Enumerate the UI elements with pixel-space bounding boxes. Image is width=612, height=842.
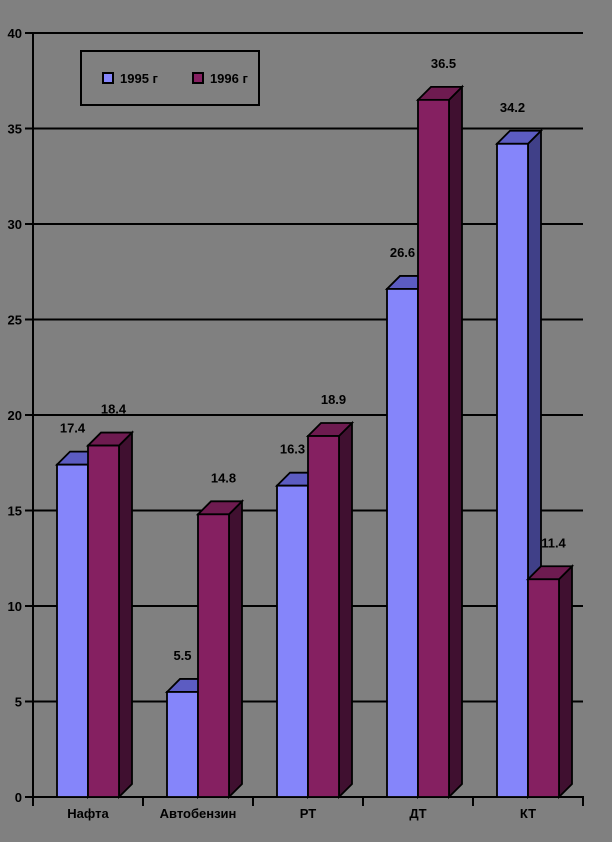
ytick-label: 10 (8, 599, 22, 614)
bar-side-face[interactable] (338, 420, 353, 800)
legend-item-1995[interactable]: 1995 г (102, 71, 158, 86)
bar-1996-Нафта[interactable] (85, 430, 135, 800)
bar-front-face[interactable] (166, 691, 199, 798)
legend-swatch-1995-icon (102, 72, 114, 84)
value-label: 14.8 (211, 470, 236, 485)
value-label: 34.2 (500, 100, 525, 115)
bar-front-face[interactable] (386, 288, 419, 798)
bar-side-face[interactable] (228, 499, 243, 800)
ytick-label: 20 (8, 408, 22, 423)
ytick-label: 25 (8, 313, 22, 328)
bar-side-face[interactable] (448, 84, 463, 800)
bar-side-face[interactable] (118, 430, 133, 800)
legend-swatch-1996-icon (191, 72, 204, 84)
bar-1996-РТ[interactable] (305, 420, 355, 800)
legend-item-1996[interactable]: 1996 г (191, 70, 248, 86)
value-label: 18.4 (101, 402, 127, 417)
category-label: ДТ (409, 806, 426, 821)
value-label: 5.5 (173, 648, 191, 663)
category-label: КТ (520, 806, 536, 821)
category-label: Автобензин (160, 806, 237, 821)
value-label: 26.6 (390, 245, 415, 260)
bar-front-face[interactable] (527, 578, 560, 798)
legend-label-1996: 1996 г (209, 70, 248, 86)
legend-label-1995: 1995 г (120, 70, 158, 86)
bar-1996-КТ[interactable] (525, 564, 575, 800)
value-label: 11.4 (541, 535, 566, 550)
ytick-label: 40 (8, 26, 22, 41)
bar-front-face[interactable] (417, 98, 450, 798)
ytick-label: 5 (15, 695, 22, 710)
bar-side-face[interactable] (558, 564, 573, 800)
ytick-label: 30 (8, 217, 22, 232)
bar-front-face[interactable] (197, 513, 230, 798)
legend[interactable]: 1995 г 1996 г (80, 50, 260, 106)
category-label: РТ (300, 806, 316, 821)
value-label: 36.5 (431, 56, 456, 71)
ytick-label: 15 (8, 504, 22, 519)
ytick-label: 35 (8, 122, 22, 137)
value-label: 17.4 (60, 421, 86, 436)
bar-front-face[interactable] (496, 142, 529, 798)
bar-1996-ДТ[interactable] (415, 84, 465, 800)
bar-front-face[interactable] (56, 463, 89, 798)
value-label: 18.9 (321, 392, 346, 407)
bar-front-face[interactable] (276, 484, 309, 798)
bar-front-face[interactable] (307, 435, 340, 798)
category-label: Нафта (67, 806, 109, 821)
value-label: 16.3 (280, 442, 305, 457)
bar-front-face[interactable] (87, 444, 120, 798)
ytick-label: 0 (15, 790, 22, 805)
bar-1996-Автобензин[interactable] (195, 499, 245, 800)
